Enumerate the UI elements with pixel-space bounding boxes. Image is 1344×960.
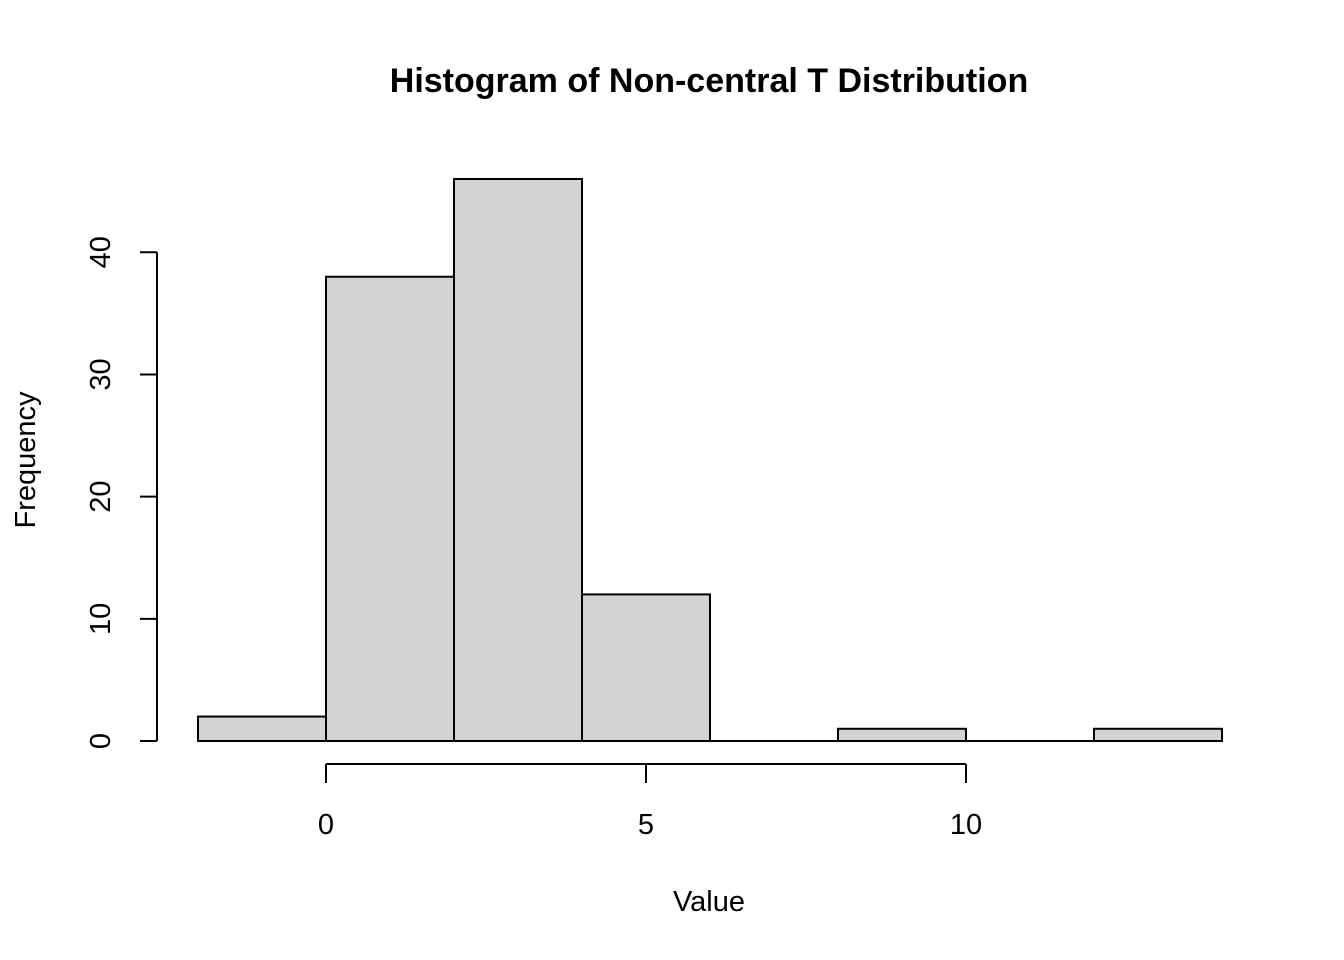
x-tick-label: 0 [318, 809, 334, 841]
x-tick-label: 5 [638, 809, 654, 841]
y-axis-label: Frequency [10, 391, 42, 529]
histogram-bar [581, 593, 711, 742]
x-axis-label: Value [673, 886, 745, 918]
y-axis: 0 10 20 30 40 [85, 236, 158, 749]
histogram-bar [837, 727, 967, 742]
y-tick-label: 10 [85, 603, 117, 635]
y-tick-label: 20 [85, 481, 117, 513]
x-tick-label: 10 [950, 809, 982, 841]
y-tick-label: 0 [85, 733, 117, 749]
y-tick-label: 40 [85, 236, 117, 268]
y-tick-label: 30 [85, 358, 117, 390]
histogram-bar [1093, 727, 1223, 742]
histogram-bar [325, 275, 455, 742]
histogram-bar [453, 178, 583, 742]
chart-title: Histogram of Non-central T Distribution [390, 62, 1028, 100]
histogram-bar [197, 715, 327, 743]
x-axis: 0 5 10 [318, 763, 982, 841]
bars-layer [197, 178, 1223, 743]
